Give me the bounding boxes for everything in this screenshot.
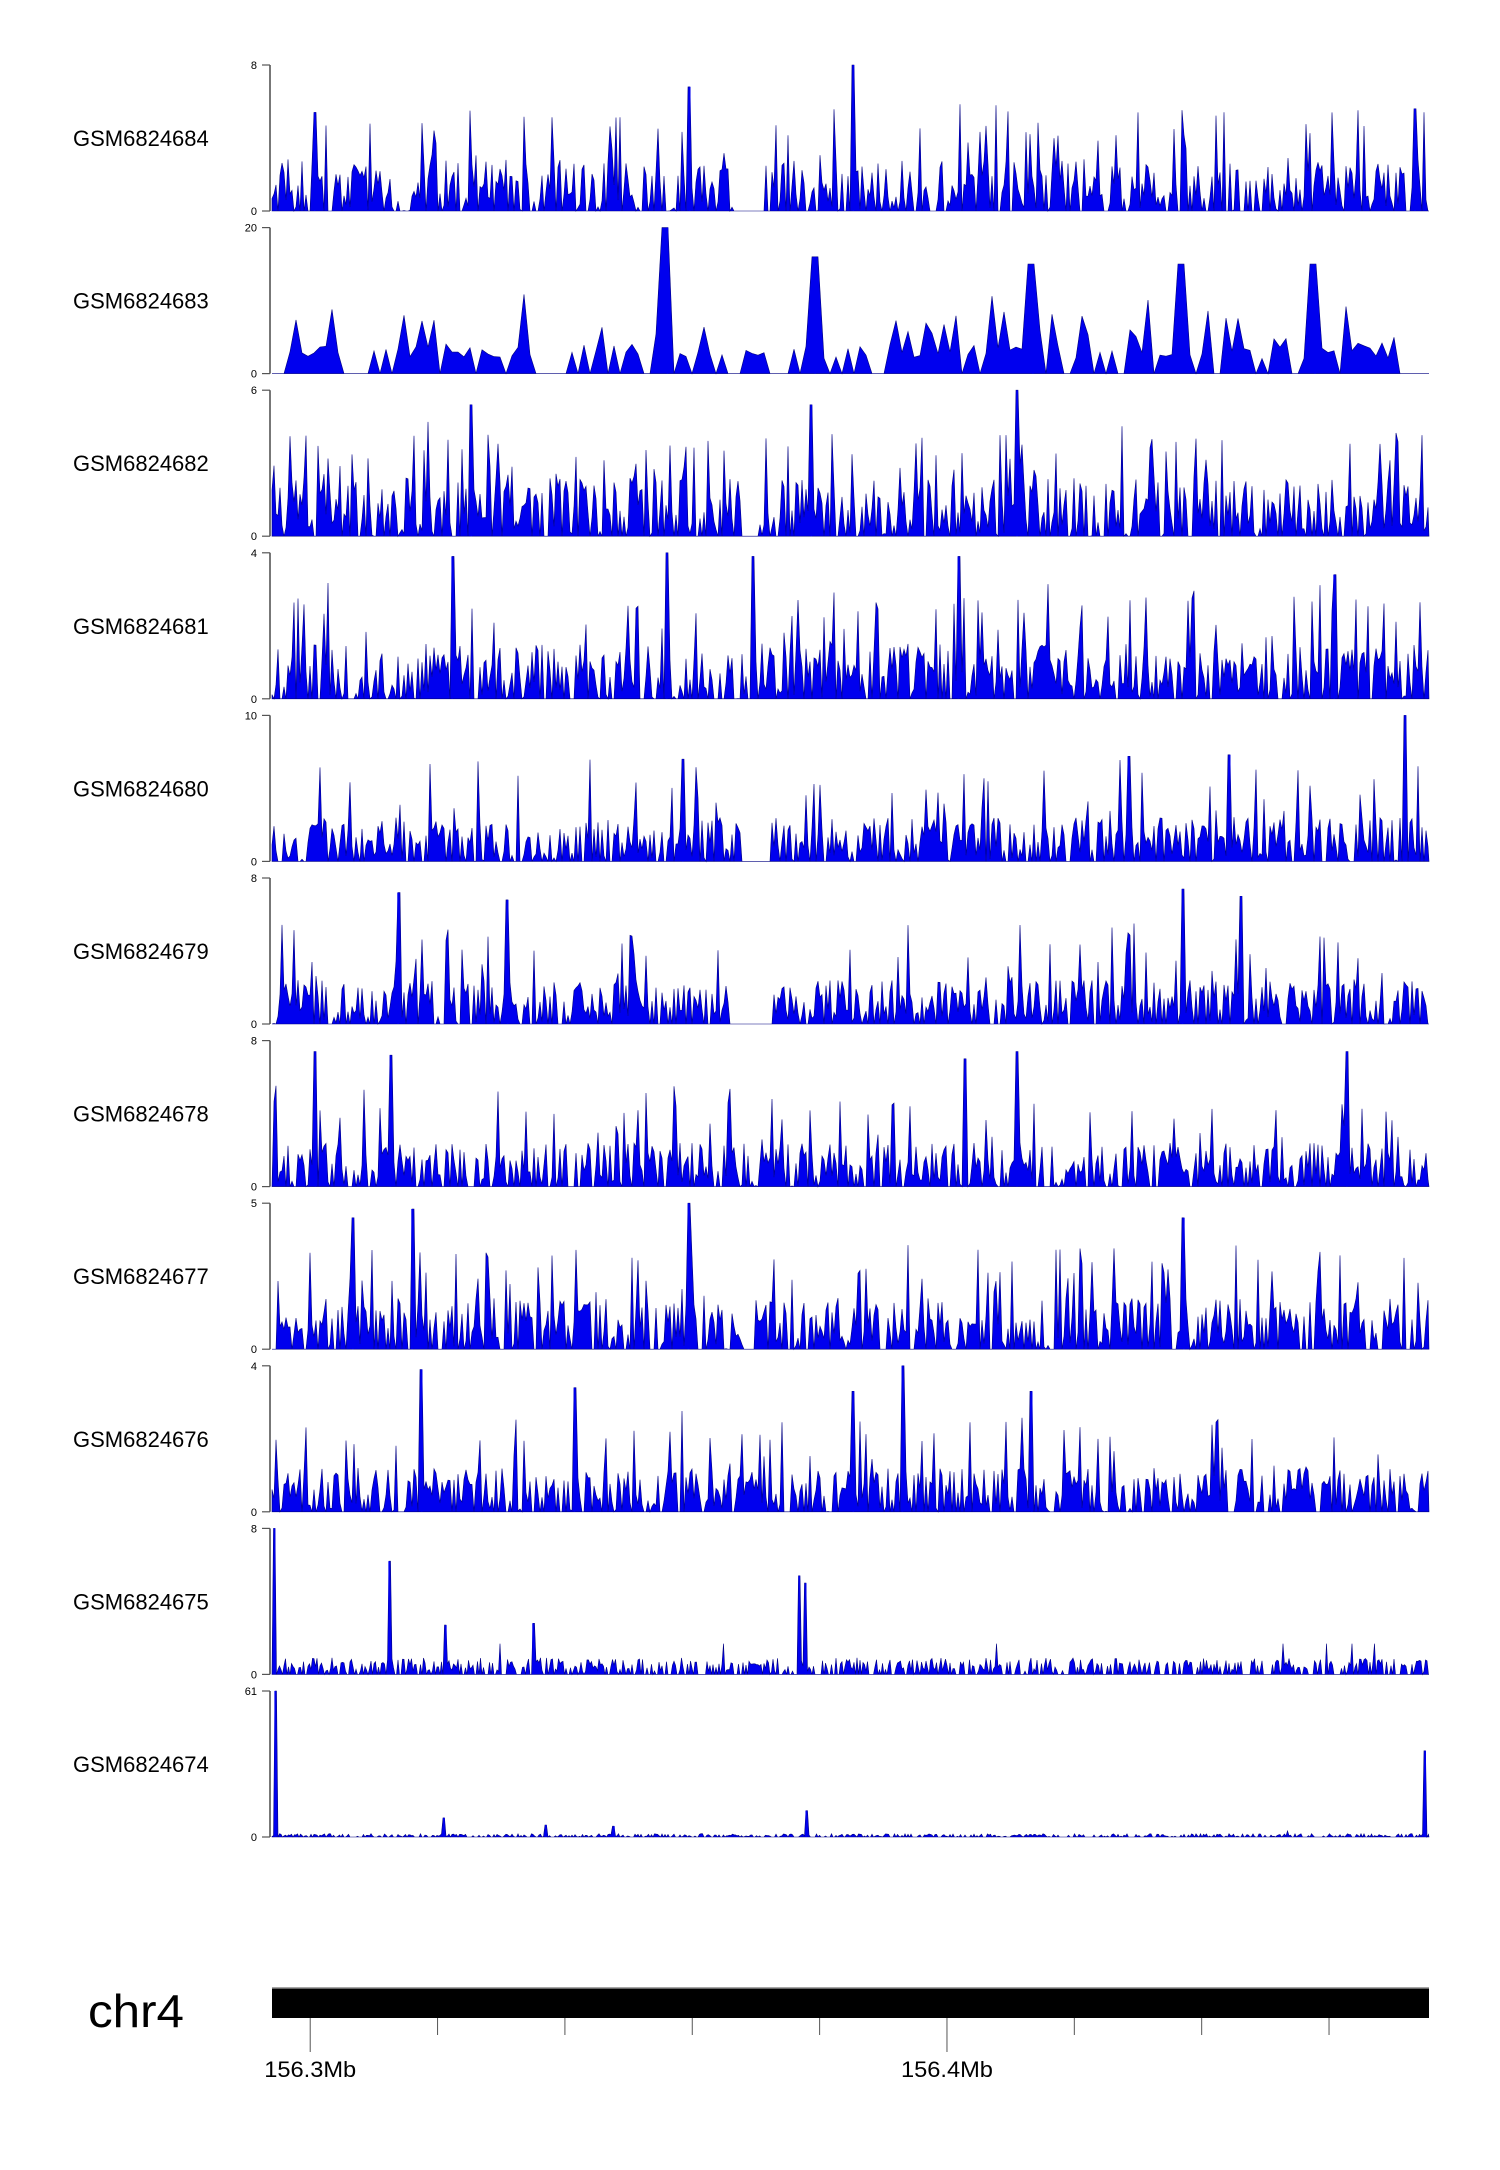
y-max-label: 4 xyxy=(251,548,257,560)
y-min-label: 0 xyxy=(251,1344,257,1356)
y-min-label: 0 xyxy=(251,531,257,543)
track-label: GSM6824680 xyxy=(73,776,209,801)
y-min-label: 0 xyxy=(251,206,257,218)
track-label: GSM6824678 xyxy=(73,1102,209,1127)
signal-area-GSM6824679 xyxy=(271,888,1429,1025)
y-min-label: 0 xyxy=(251,1019,257,1031)
y-max-label: 10 xyxy=(245,710,257,722)
y-max-label: 5 xyxy=(251,1198,257,1210)
signal-area-GSM6824678 xyxy=(271,1051,1430,1188)
track-label: GSM6824676 xyxy=(73,1427,209,1452)
y-min-label: 0 xyxy=(251,1669,257,1681)
y-max-label: 8 xyxy=(251,1523,257,1535)
chromosome-ideogram xyxy=(272,1988,1429,2018)
y-max-label: 20 xyxy=(245,223,257,235)
signal-area-GSM6824676 xyxy=(271,1365,1430,1513)
x-axis-label: 156.3Mb xyxy=(264,2057,356,2082)
track-label: GSM6824675 xyxy=(73,1589,209,1614)
y-max-label: 8 xyxy=(251,1036,257,1048)
track-label: GSM6824682 xyxy=(73,451,209,476)
signal-area-GSM6824681 xyxy=(271,552,1430,700)
track-label: GSM6824684 xyxy=(73,126,209,151)
y-min-label: 0 xyxy=(251,694,257,706)
track-label: GSM6824674 xyxy=(73,1752,209,1777)
y-max-label: 8 xyxy=(251,873,257,885)
y-max-label: 4 xyxy=(251,1361,257,1373)
signal-area-GSM6824683 xyxy=(272,227,1429,375)
signal-area-GSM6824682 xyxy=(271,389,1430,538)
y-min-label: 0 xyxy=(251,369,257,381)
x-axis-label: 156.4Mb xyxy=(901,2057,993,2082)
y-min-label: 0 xyxy=(251,1507,257,1519)
chromosome-label: chr4 xyxy=(88,1985,184,2037)
track-label: GSM6824681 xyxy=(73,614,209,639)
signal-area-GSM6824677 xyxy=(272,1202,1430,1351)
track-label: GSM6824677 xyxy=(73,1264,209,1289)
signal-area-GSM6824675 xyxy=(271,1528,1429,1676)
track-label: GSM6824679 xyxy=(73,939,209,964)
y-min-label: 0 xyxy=(251,1182,257,1194)
y-max-label: 61 xyxy=(245,1686,257,1698)
signal-area-GSM6824684 xyxy=(271,64,1429,213)
y-max-label: 8 xyxy=(251,60,257,72)
y-min-label: 0 xyxy=(251,1832,257,1844)
signal-area-GSM6824680 xyxy=(271,715,1430,863)
track-label: GSM6824683 xyxy=(73,289,209,314)
y-min-label: 0 xyxy=(251,856,257,868)
signal-area-GSM6824674 xyxy=(271,1690,1430,1839)
y-max-label: 6 xyxy=(251,385,257,397)
